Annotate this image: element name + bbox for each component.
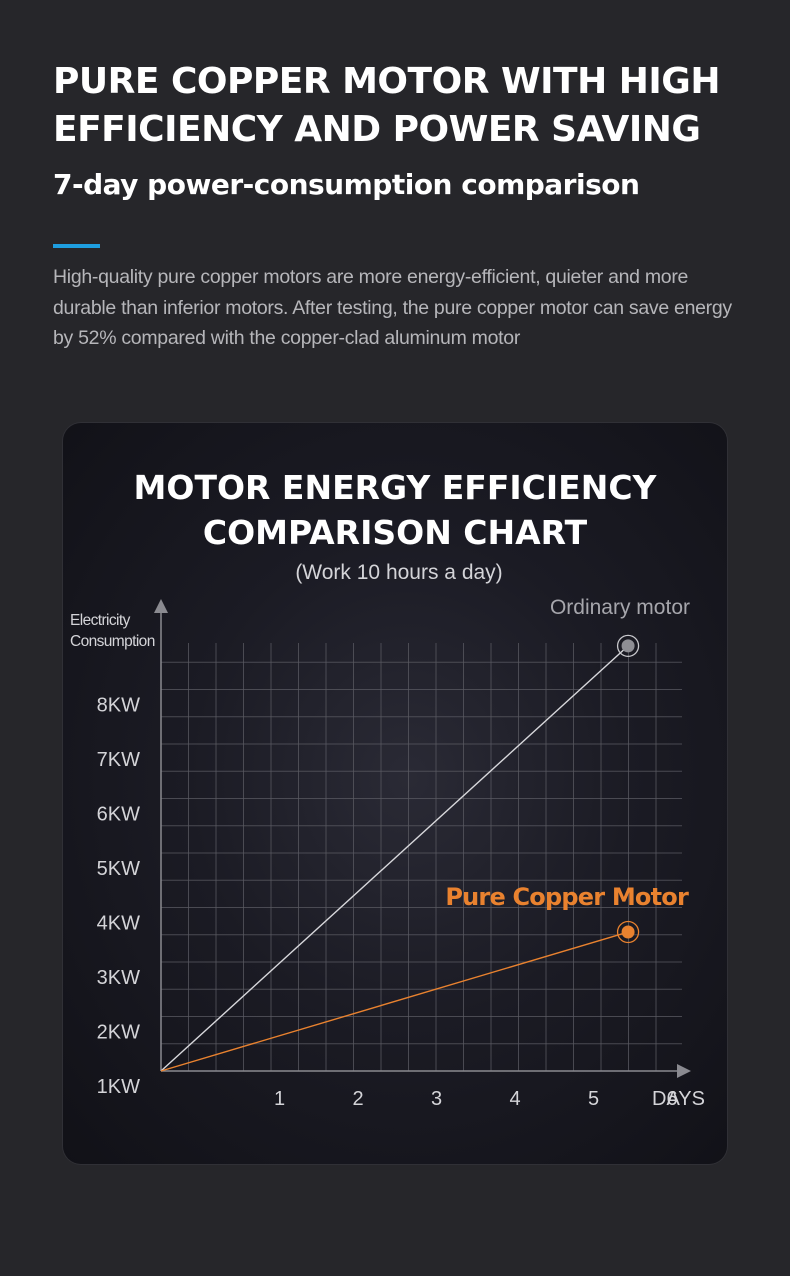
description-text: High-quality pure copper motors are more…	[53, 266, 732, 349]
series-line	[160, 931, 629, 1072]
energy-chart: MOTOR ENERGY EFFICIENCY COMPARISON CHART (…	[70, 468, 705, 1110]
chart-title-line: COMPARISON CHART	[203, 513, 588, 552]
y-tick-label: 1KW	[97, 1076, 140, 1098]
series-label: Ordinary motor	[550, 596, 690, 619]
series-end-point	[621, 925, 635, 939]
x-axis-arrow	[677, 1064, 691, 1078]
y-axis-arrow	[154, 599, 168, 613]
accent-bar	[53, 244, 100, 248]
y-tick-label: 4KW	[97, 913, 140, 935]
y-tick-label: 2KW	[97, 1022, 140, 1044]
y-tick-label: 7KW	[97, 749, 140, 771]
series-end-ring	[616, 920, 640, 944]
y-tick-label: 5KW	[97, 858, 140, 880]
series-end-point	[621, 639, 635, 653]
x-axis-label: DAYS	[652, 1088, 705, 1110]
chart-title-line: MOTOR ENERGY EFFICIENCY	[134, 468, 658, 507]
y-tick-label: 8KW	[97, 695, 140, 717]
series-label: Pure Copper Motor	[445, 883, 689, 911]
x-tick-label: 2	[352, 1088, 363, 1110]
y-axis-label: Electricity	[70, 612, 131, 629]
y-tick-label: 3KW	[97, 967, 140, 989]
x-tick-label: 4	[509, 1088, 520, 1110]
page-headline: PURE COPPER MOTOR WITH HIGH EFFICIENCY A…	[53, 61, 720, 150]
series-line	[160, 645, 629, 1072]
chart-card: MOTOR ENERGY EFFICIENCY COMPARISON CHART (…	[63, 423, 727, 1164]
page-subheading: 7-day power-consumption comparison	[53, 168, 640, 201]
x-tick-label: 1	[274, 1088, 285, 1110]
series-end-ring	[616, 634, 640, 658]
y-tick-label: 6KW	[97, 804, 140, 826]
x-tick-label: 5	[588, 1088, 599, 1110]
chart-subtitle: (Work 10 hours a day)	[295, 561, 502, 584]
y-axis-label: Consumption	[70, 633, 155, 650]
x-tick-label: 6	[666, 1088, 677, 1110]
x-tick-label: 3	[431, 1088, 442, 1110]
